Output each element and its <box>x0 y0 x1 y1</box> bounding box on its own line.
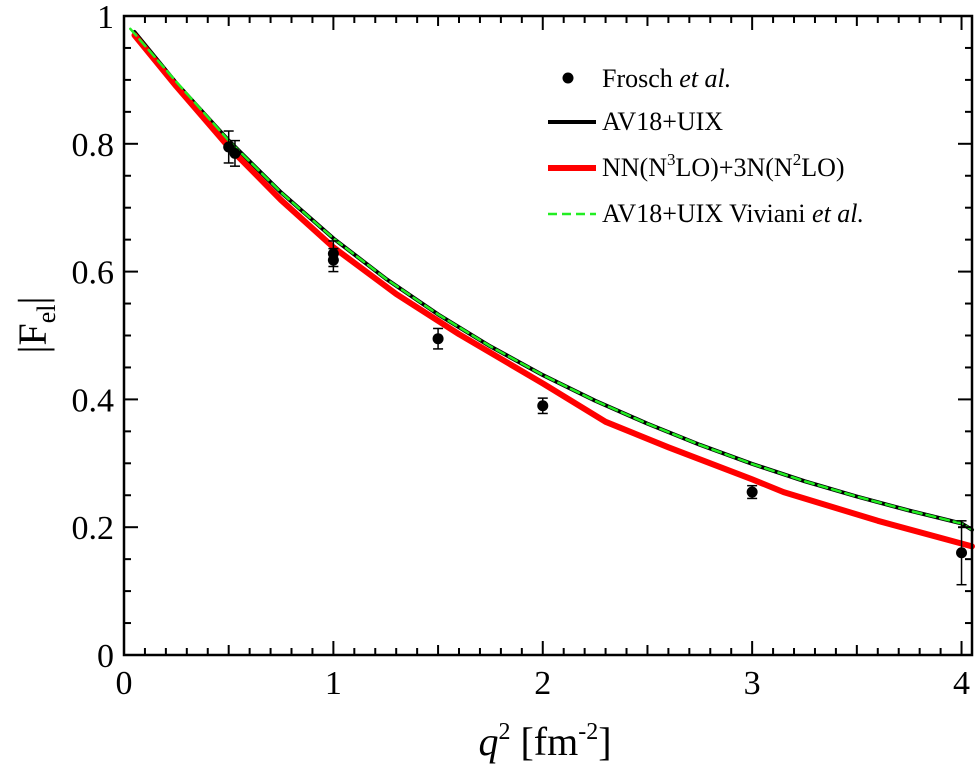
y-axis-title-main: |F <box>10 323 55 353</box>
y-axis-title-sub: el <box>32 304 61 323</box>
legend-label-part: LO) <box>801 153 844 182</box>
x-axis-title-main: q <box>478 719 498 764</box>
legend-item: AV18+UIX <box>548 107 723 136</box>
x-tick-label: 3 <box>744 665 761 702</box>
legend-item: Frosch et al. <box>562 64 731 93</box>
legend-label-part: AV18+UIX Viviani <box>602 199 812 228</box>
data-point <box>229 147 241 159</box>
data-point <box>956 547 968 559</box>
data-point <box>746 486 758 498</box>
data-point <box>537 400 549 412</box>
y-tick-label: 0 <box>97 638 114 675</box>
y-axis-title-close: | <box>10 296 55 304</box>
y-tick-label: 0.8 <box>72 127 115 164</box>
legend-label-part: 2 <box>793 150 802 169</box>
y-tick-label: 0.2 <box>72 510 115 547</box>
series-line-2 <box>129 27 974 532</box>
legend: Frosch et al. AV18+UIX NN(N3LO)+3N(N2LO) AV… <box>548 64 864 228</box>
points-layer <box>223 130 968 586</box>
y-tick-label: 1 <box>97 0 114 36</box>
x-axis-title: q2 [fm-2] <box>478 719 611 764</box>
x-tick-label: 4 <box>953 665 970 702</box>
legend-label-part: LO)+3N(N <box>676 153 793 182</box>
y-tick-label: 0.6 <box>72 255 115 292</box>
tick-labels-layer: 0 1 2 3 4 0 0.2 0.4 0.6 0.8 1 <box>72 0 971 702</box>
legend-label-part: 3 <box>667 150 676 169</box>
legend-label: Frosch et al. <box>602 64 731 93</box>
x-tick-label: 1 <box>325 665 342 702</box>
legend-label-part: et al. <box>679 64 731 93</box>
x-tick-label: 2 <box>534 665 551 702</box>
x-axis-title-unit-close: ] <box>598 719 611 764</box>
legend-label-part: AV18+UIX <box>602 107 723 136</box>
data-point <box>327 254 339 266</box>
legend-label-part: et al. <box>812 199 864 228</box>
plot-frame <box>122 14 974 657</box>
legend-item: AV18+UIX Viviani et al. <box>548 199 864 228</box>
y-axis-title: |Fel| <box>10 296 61 353</box>
legend-label-part: Frosch <box>602 64 679 93</box>
y-tick-label: 0.4 <box>72 382 115 419</box>
x-axis-title-unit: [fm <box>510 719 578 764</box>
legend-label-part: NN(N <box>602 153 667 182</box>
legend-item: NN(N3LO)+3N(N2LO) <box>548 150 845 182</box>
data-point <box>432 333 444 345</box>
x-axis-title-unit-sup: -2 <box>578 719 598 745</box>
legend-label: AV18+UIX Viviani et al. <box>602 199 864 228</box>
x-tick-label: 0 <box>116 665 133 702</box>
legend-marker-dot <box>562 72 574 84</box>
legend-label: NN(N3LO)+3N(N2LO) <box>602 150 845 182</box>
x-axis-title-sup: 2 <box>498 719 510 745</box>
legend-label: AV18+UIX <box>602 107 723 136</box>
